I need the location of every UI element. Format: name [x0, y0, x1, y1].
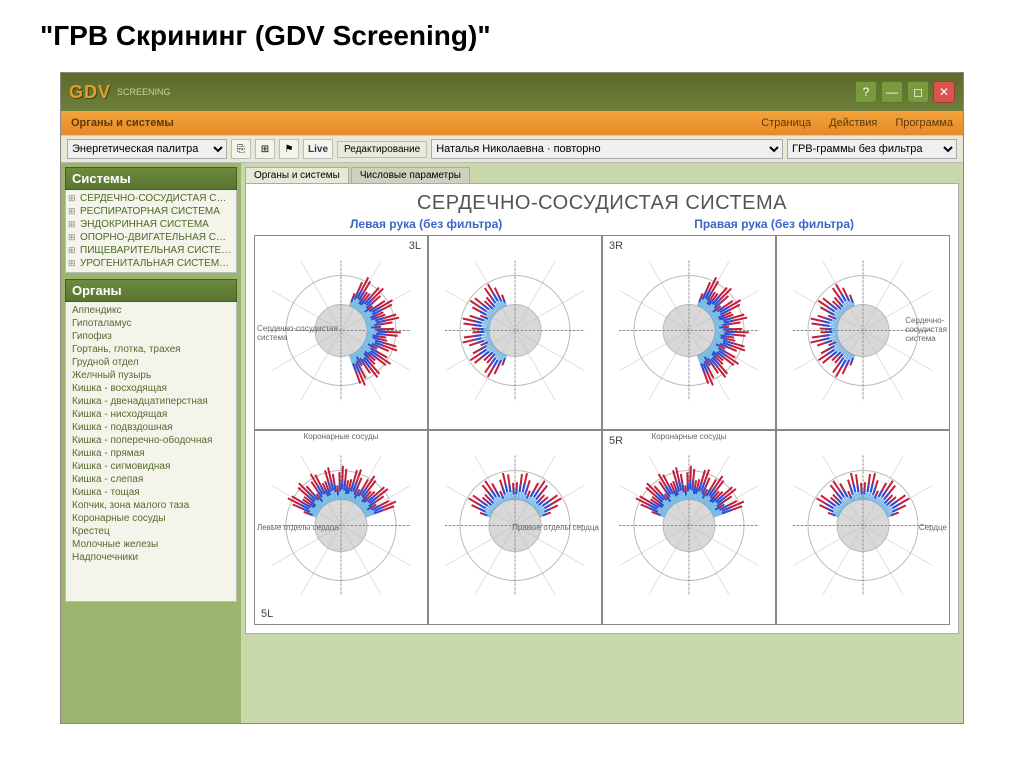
polar-chart-cell: Сердце — [776, 430, 950, 625]
chart-grid: 3L Сердечно-сосудистаясистема 3R Сердечно… — [254, 235, 950, 625]
systems-header: Системы — [65, 167, 237, 190]
menu-program[interactable]: Программа — [895, 117, 953, 129]
organ-item[interactable]: Аппендикс — [66, 304, 236, 317]
system-item[interactable]: РЕСПИРАТОРНАЯ СИСТЕМА — [66, 205, 236, 218]
menu-actions[interactable]: Действия — [829, 117, 877, 129]
organ-item[interactable]: Гипоталамус — [66, 317, 236, 330]
organ-item[interactable]: Кишка - поперечно-ободочная — [66, 434, 236, 447]
page-heading: "ГРВ Скрининг (GDV Screening)" — [0, 0, 1024, 62]
organ-item[interactable]: Кишка - нисходящая — [66, 408, 236, 421]
toolbar: Энергетическая палитра ⎘ ⊞ ⚑ Live Редакт… — [61, 135, 963, 163]
organ-item[interactable]: Гипофиз — [66, 330, 236, 343]
toolbar-icon-1[interactable]: ⎘ — [231, 139, 251, 159]
polar-chart-cell: Сердечно-сосудистаясистема — [776, 235, 950, 430]
axis-label: Сердечно-сосудистаясистема — [257, 325, 338, 343]
organ-item[interactable]: Кишка - подвздошная — [66, 421, 236, 434]
close-button[interactable]: ✕ — [933, 81, 955, 103]
polar-chart-cell: 3L Сердечно-сосудистаясистема — [254, 235, 428, 430]
maximize-button[interactable]: ◻ — [907, 81, 929, 103]
app-logo-sub: SCREENING — [117, 87, 171, 97]
system-item[interactable]: ОПОРНО-ДВИГАТЕЛЬНАЯ С… — [66, 231, 236, 244]
organ-item[interactable]: Кишка - тощая — [66, 486, 236, 499]
organ-item[interactable]: Кишка - прямая — [66, 447, 236, 460]
titlebar: GDV SCREENING ? — ◻ ✕ — [61, 73, 963, 111]
chart-area: СЕРДЕЧНО-СОСУДИСТАЯ СИСТЕМА Левая рука (… — [245, 183, 959, 634]
cell-id-label: 5L — [261, 608, 273, 620]
axis-label: Коронарные сосуды — [652, 433, 727, 442]
right-hand-label: Правая рука (без фильтра) — [694, 217, 854, 231]
tab-strip: Органы и системы Числовые параметры — [245, 167, 959, 183]
menu-page[interactable]: Страница — [761, 117, 811, 129]
toolbar-icon-2[interactable]: ⊞ — [255, 139, 275, 159]
organ-item[interactable]: Копчик, зона малого таза — [66, 499, 236, 512]
polar-chart-cell: 5L Коронарные сосуды Левые отделы сердца — [254, 430, 428, 625]
organ-item[interactable]: Коронарные сосуды — [66, 512, 236, 525]
content-area: Системы СЕРДЕЧНО-СОСУДИСТАЯ С… РЕСПИРАТО… — [61, 163, 963, 723]
menubar: Органы и системы Страница Действия Прогр… — [61, 111, 963, 135]
systems-list[interactable]: СЕРДЕЧНО-СОСУДИСТАЯ С… РЕСПИРАТОРНАЯ СИС… — [65, 190, 237, 273]
systems-panel: Системы СЕРДЕЧНО-СОСУДИСТАЯ С… РЕСПИРАТО… — [65, 167, 237, 273]
axis-label: Коронарные сосуды — [304, 433, 379, 442]
tab-organs-systems[interactable]: Органы и системы — [245, 167, 349, 183]
help-button[interactable]: ? — [855, 81, 877, 103]
app-window: GDV SCREENING ? — ◻ ✕ Органы и системы С… — [60, 72, 964, 724]
minimize-button[interactable]: — — [881, 81, 903, 103]
app-logo: GDV — [69, 82, 111, 103]
polar-chart-cell: 3R — [602, 235, 776, 430]
polar-chart-cell: Правые отделы сердца — [428, 430, 602, 625]
organs-list[interactable]: АппендиксГипоталамусГипофизГортань, глот… — [65, 302, 237, 602]
live-button[interactable]: Live — [303, 139, 333, 159]
axis-label: Правые отделы сердца — [512, 524, 599, 533]
organ-item[interactable]: Крестец — [66, 525, 236, 538]
organ-item[interactable]: Кишка - восходящая — [66, 382, 236, 395]
system-item[interactable]: УРОГЕНИТАЛЬНАЯ СИСТЕМ… — [66, 257, 236, 270]
tab-numeric-params[interactable]: Числовые параметры — [351, 167, 470, 183]
system-item[interactable]: ЭНДОКРИННАЯ СИСТЕМА — [66, 218, 236, 231]
organ-item[interactable]: Кишка - сигмовидная — [66, 460, 236, 473]
polar-chart-cell — [428, 235, 602, 430]
organ-item[interactable]: Грудной отдел — [66, 356, 236, 369]
sidebar: Системы СЕРДЕЧНО-СОСУДИСТАЯ С… РЕСПИРАТО… — [61, 163, 241, 723]
left-hand-label: Левая рука (без фильтра) — [350, 217, 502, 231]
palette-select[interactable]: Энергетическая палитра — [67, 139, 227, 159]
cell-id-label: 3R — [609, 240, 623, 252]
organ-item[interactable]: Кишка - двенадцатиперстная — [66, 395, 236, 408]
organs-header: Органы — [65, 279, 237, 302]
axis-label: Сердечно-сосудистаясистема — [905, 317, 947, 343]
organ-item[interactable]: Надпочечники — [66, 551, 236, 564]
polar-chart-cell: 5R Коронарные сосуды — [602, 430, 776, 625]
organ-item[interactable]: Кишка - слепая — [66, 473, 236, 486]
section-label: Органы и системы — [71, 117, 174, 129]
axis-label: Сердце — [919, 524, 947, 533]
cell-id-label: 3L — [409, 240, 421, 252]
chart-title: СЕРДЕЧНО-СОСУДИСТАЯ СИСТЕМА — [254, 192, 950, 215]
system-item[interactable]: ПИЩЕВАРИТЕЛЬНАЯ СИСТЕ… — [66, 244, 236, 257]
axis-label: Левые отделы сердца — [257, 524, 339, 533]
system-item[interactable]: СЕРДЕЧНО-СОСУДИСТАЯ С… — [66, 192, 236, 205]
toolbar-flag-icon[interactable]: ⚑ — [279, 139, 299, 159]
organ-item[interactable]: Гортань, глотка, трахея — [66, 343, 236, 356]
organ-item[interactable]: Желчный пузырь — [66, 369, 236, 382]
cell-id-label: 5R — [609, 435, 623, 447]
organ-item[interactable]: Молочные железы — [66, 538, 236, 551]
patient-select[interactable]: Наталья Николаевна · повторно — [431, 139, 783, 159]
main-area: Органы и системы Числовые параметры СЕРД… — [241, 163, 963, 723]
edit-button[interactable]: Редактирование — [337, 141, 427, 158]
organs-panel: Органы АппендиксГипоталамусГипофизГортан… — [65, 279, 237, 721]
filter-select[interactable]: ГРВ-граммы без фильтра — [787, 139, 957, 159]
